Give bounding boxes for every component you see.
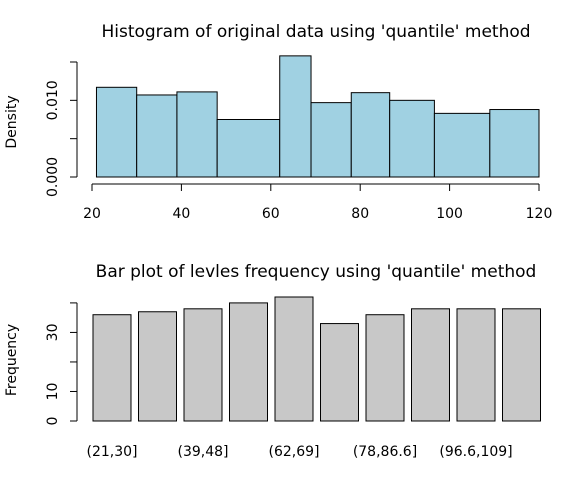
histogram-title: Histogram of original data using 'quanti…: [101, 22, 530, 42]
histogram-bar: [279, 55, 312, 178]
histogram-y-axis: 0.000 0.010: [45, 61, 78, 197]
histogram-bar: [433, 112, 491, 178]
histogram-x-tick-label: 60: [262, 206, 280, 222]
barplot-y-tick-label: 0: [45, 417, 61, 426]
barplot-bar: [92, 314, 132, 422]
barplot-bar: [183, 308, 223, 422]
histogram-x-tick-label: 120: [526, 206, 553, 222]
barplot-y-tick-label: 30: [45, 324, 61, 342]
barplot-chart: Bar plot of levles frequency using 'quan…: [4, 262, 541, 460]
histogram-x-axis: 20 40 60 80 100 120: [83, 183, 553, 222]
histogram-bar: [136, 94, 178, 178]
histogram-x-tick-label: 80: [351, 206, 369, 222]
barplot-bar: [320, 323, 359, 422]
barplot-bar: [502, 308, 541, 422]
barplot-bar: [456, 308, 496, 422]
barplot-bar: [229, 302, 268, 422]
barplot-x-tick-labels: (21,30] (39,48] (62,69] (78,86.6] (96.6,109]: [86, 444, 512, 460]
histogram-y-tick-label: 0.010: [45, 80, 61, 120]
barplot-bar: [138, 311, 177, 422]
barplot-x-tick-label: (21,30]: [86, 444, 137, 460]
barplot-x-tick-label: (39,48]: [177, 444, 228, 460]
barplot-title: Bar plot of levles frequency using 'quan…: [96, 262, 537, 282]
barplot-x-tick-label: (96.6,109]: [439, 444, 512, 460]
barplot-y-axis-label: Frequency: [4, 324, 20, 396]
histogram-y-axis-label: Density: [4, 95, 20, 148]
histogram-chart: Histogram of original data using 'quanti…: [4, 22, 552, 222]
histogram-bar: [489, 109, 540, 178]
histogram-x-tick-label: 100: [436, 206, 463, 222]
barplot-bars: [92, 296, 541, 422]
barplot-y-axis: 0 10 30: [45, 302, 78, 426]
histogram-x-tick-label: 20: [83, 206, 101, 222]
histogram-y-tick-label: 0.000: [45, 157, 61, 197]
barplot-bar: [274, 296, 314, 422]
histogram-bar: [389, 99, 435, 178]
histogram-bars: [95, 55, 540, 178]
histogram-bar: [95, 86, 138, 178]
histogram-bar: [350, 92, 391, 178]
barplot-bar: [411, 308, 450, 422]
barplot-x-tick-label: (78,86.6]: [353, 444, 417, 460]
barplot-y-tick-label: 10: [45, 383, 61, 401]
barplot-bar: [365, 314, 405, 422]
histogram-bar: [176, 91, 218, 178]
histogram-bar: [310, 102, 352, 178]
barplot-x-tick-label: (62,69]: [268, 444, 319, 460]
histogram-x-tick-label: 40: [172, 206, 190, 222]
histogram-bar: [216, 119, 281, 178]
